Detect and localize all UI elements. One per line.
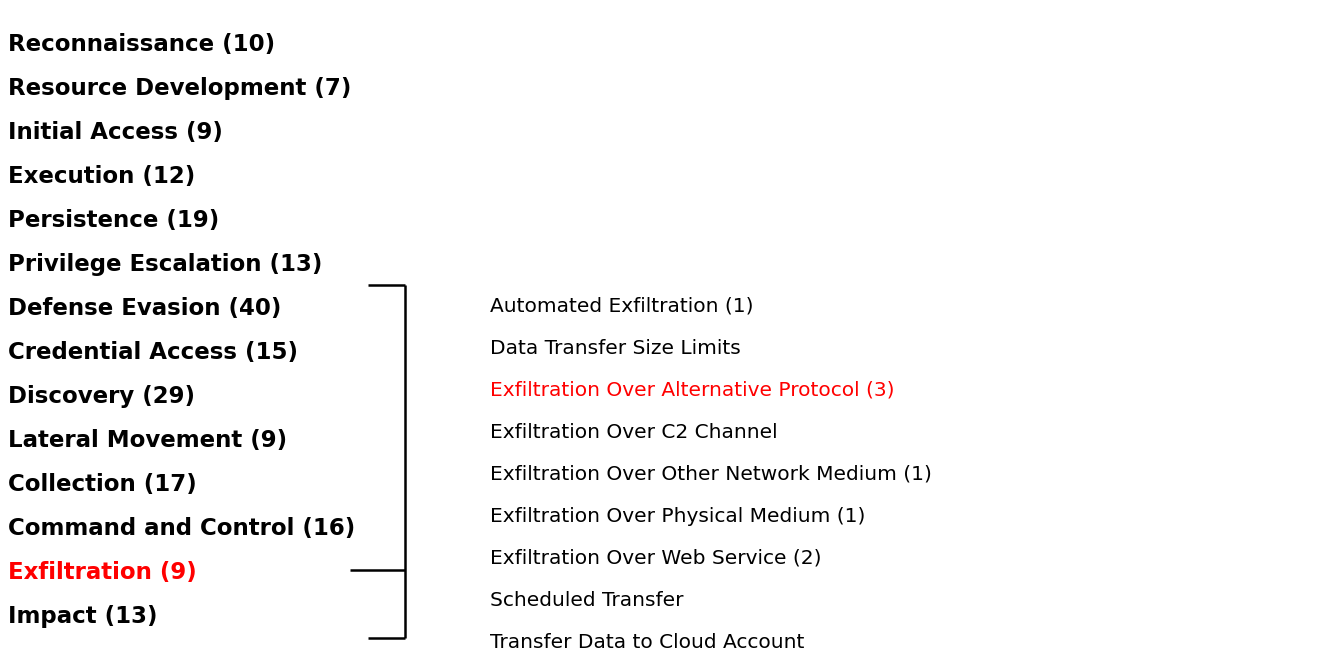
Text: Exfiltration Over Alternative Protocol (3): Exfiltration Over Alternative Protocol (…: [490, 381, 895, 399]
Text: Collection (17): Collection (17): [8, 473, 197, 495]
Text: Scheduled Transfer: Scheduled Transfer: [490, 591, 683, 610]
Text: Execution (12): Execution (12): [8, 164, 195, 187]
Text: Resource Development (7): Resource Development (7): [8, 77, 352, 99]
Text: Defense Evasion (40): Defense Evasion (40): [8, 297, 282, 320]
Text: Automated Exfiltration (1): Automated Exfiltration (1): [490, 297, 753, 316]
Text: Transfer Data to Cloud Account: Transfer Data to Cloud Account: [490, 632, 804, 651]
Text: Exfiltration Over Other Network Medium (1): Exfiltration Over Other Network Medium (…: [490, 465, 931, 483]
Text: Exfiltration Over Web Service (2): Exfiltration Over Web Service (2): [490, 549, 821, 567]
Text: Lateral Movement (9): Lateral Movement (9): [8, 428, 287, 451]
Text: Exfiltration Over C2 Channel: Exfiltration Over C2 Channel: [490, 422, 777, 442]
Text: Exfiltration (9): Exfiltration (9): [8, 561, 197, 583]
Text: Reconnaissance (10): Reconnaissance (10): [8, 32, 275, 56]
Text: Data Transfer Size Limits: Data Transfer Size Limits: [490, 338, 741, 357]
Text: Discovery (29): Discovery (29): [8, 385, 195, 408]
Text: Credential Access (15): Credential Access (15): [8, 340, 298, 363]
Text: Impact (13): Impact (13): [8, 604, 157, 628]
Text: Initial Access (9): Initial Access (9): [8, 120, 223, 144]
Text: Command and Control (16): Command and Control (16): [8, 516, 356, 540]
Text: Exfiltration Over Physical Medium (1): Exfiltration Over Physical Medium (1): [490, 506, 866, 526]
Text: Privilege Escalation (13): Privilege Escalation (13): [8, 252, 322, 275]
Text: Persistence (19): Persistence (19): [8, 209, 219, 232]
